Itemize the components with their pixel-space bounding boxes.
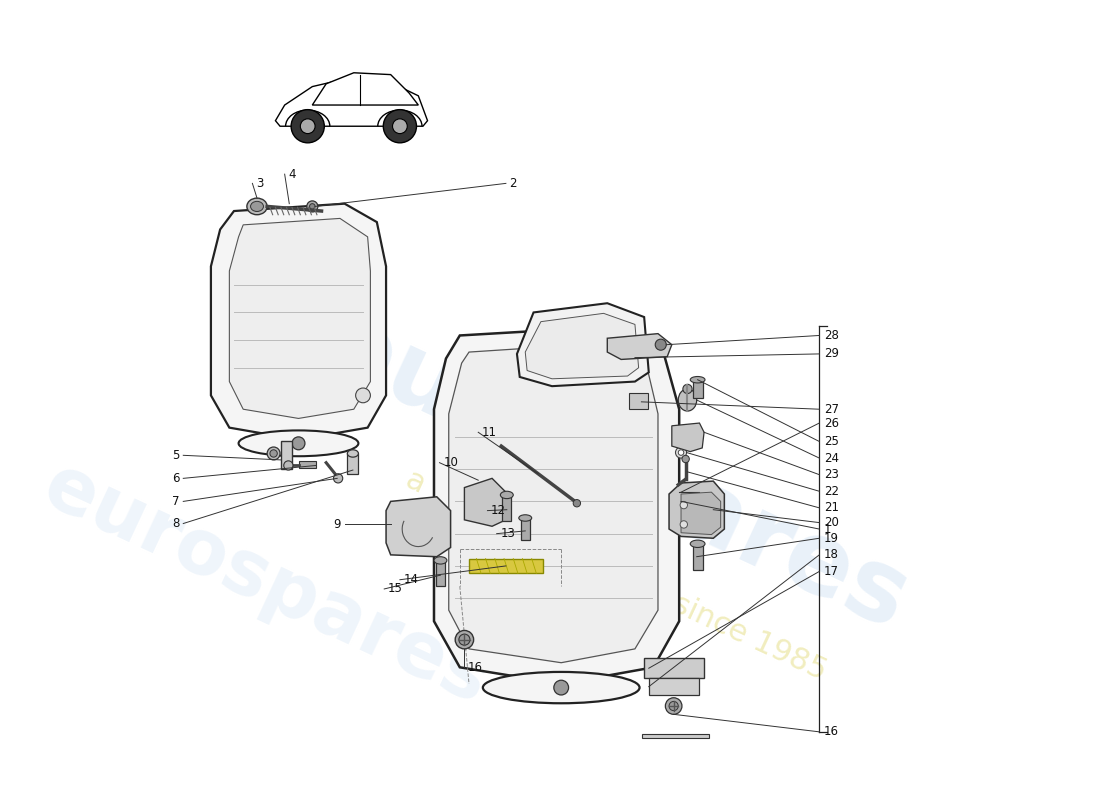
Text: 13: 13 (500, 527, 515, 540)
Bar (520, 518, 530, 540)
Polygon shape (672, 423, 704, 452)
Text: 8: 8 (173, 517, 179, 530)
Ellipse shape (239, 430, 359, 456)
Circle shape (666, 698, 682, 714)
Text: 17: 17 (824, 565, 839, 578)
Bar (503, 495, 512, 521)
Bar (693, 380, 703, 398)
Text: 24: 24 (824, 451, 839, 465)
Circle shape (455, 630, 474, 649)
Circle shape (393, 119, 407, 134)
Bar (469, 558, 542, 574)
Bar (280, 442, 292, 469)
Circle shape (333, 474, 343, 483)
Text: 11: 11 (482, 426, 497, 438)
Text: 1: 1 (824, 522, 832, 535)
Ellipse shape (690, 540, 705, 547)
Bar (693, 544, 703, 570)
Text: 9: 9 (333, 518, 341, 531)
Bar (645, 658, 704, 678)
Ellipse shape (679, 389, 696, 411)
Text: 28: 28 (824, 329, 839, 342)
Ellipse shape (690, 377, 705, 383)
Circle shape (573, 499, 581, 507)
Polygon shape (230, 218, 371, 418)
Polygon shape (434, 326, 679, 684)
Circle shape (669, 702, 679, 710)
Text: 22: 22 (824, 485, 839, 498)
Bar (629, 393, 648, 410)
Circle shape (459, 634, 470, 645)
Circle shape (675, 447, 686, 458)
Text: 3: 3 (256, 177, 264, 190)
Circle shape (267, 447, 280, 460)
Polygon shape (312, 73, 418, 105)
Bar (436, 560, 446, 586)
Ellipse shape (246, 198, 267, 214)
Polygon shape (275, 80, 428, 126)
Text: 7: 7 (172, 495, 179, 508)
Text: 26: 26 (824, 417, 839, 430)
Text: 5: 5 (173, 449, 179, 462)
Circle shape (292, 110, 324, 143)
Circle shape (682, 455, 690, 462)
Polygon shape (669, 481, 725, 538)
Bar (642, 734, 708, 738)
Polygon shape (211, 204, 386, 440)
Circle shape (292, 437, 305, 450)
Circle shape (270, 450, 277, 457)
Circle shape (680, 521, 688, 528)
Circle shape (679, 450, 684, 455)
Polygon shape (607, 334, 672, 359)
Bar (299, 461, 316, 468)
Polygon shape (449, 343, 658, 662)
Text: a passion for parts since 1985: a passion for parts since 1985 (402, 465, 832, 686)
Text: 2: 2 (509, 177, 517, 190)
Ellipse shape (434, 557, 447, 564)
Circle shape (309, 204, 315, 209)
Polygon shape (464, 478, 506, 526)
Circle shape (300, 119, 315, 134)
Circle shape (553, 680, 569, 695)
Circle shape (656, 339, 667, 350)
Text: 20: 20 (824, 516, 839, 529)
Ellipse shape (348, 450, 359, 457)
Ellipse shape (500, 491, 514, 498)
Circle shape (383, 110, 417, 143)
Text: 15: 15 (388, 582, 403, 595)
Polygon shape (681, 492, 720, 534)
Polygon shape (517, 303, 649, 386)
Circle shape (307, 201, 318, 212)
Ellipse shape (683, 384, 692, 394)
Text: 25: 25 (824, 435, 839, 448)
Text: 27: 27 (824, 402, 839, 416)
Polygon shape (386, 497, 451, 557)
Bar (348, 454, 359, 474)
Text: 4: 4 (288, 168, 296, 181)
Ellipse shape (519, 514, 531, 522)
Text: 10: 10 (443, 456, 458, 469)
Text: 12: 12 (491, 504, 506, 517)
Text: 14: 14 (404, 574, 419, 586)
Ellipse shape (251, 202, 264, 211)
Text: eurospares: eurospares (309, 296, 924, 651)
Text: 19: 19 (824, 532, 839, 545)
Text: 6: 6 (172, 472, 179, 485)
Polygon shape (525, 314, 639, 378)
Text: eurospares: eurospares (32, 449, 500, 720)
Circle shape (284, 461, 293, 470)
Ellipse shape (483, 672, 639, 703)
Circle shape (680, 502, 688, 509)
Text: 29: 29 (824, 347, 839, 361)
Text: 18: 18 (824, 548, 839, 562)
Text: 23: 23 (824, 468, 839, 481)
Text: 16: 16 (824, 726, 839, 738)
Text: 16: 16 (469, 661, 483, 674)
Text: 21: 21 (824, 502, 839, 514)
Bar (649, 678, 700, 695)
Circle shape (355, 388, 371, 402)
